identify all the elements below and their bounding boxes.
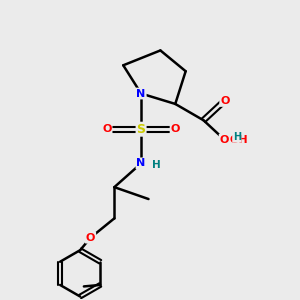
Text: N: N [136, 158, 146, 168]
Text: O: O [220, 96, 230, 106]
Text: O: O [102, 124, 112, 134]
Text: O: O [220, 135, 229, 145]
Text: S: S [136, 123, 146, 136]
Text: OH: OH [230, 135, 248, 145]
Text: H: H [233, 132, 241, 142]
Text: O: O [86, 233, 95, 243]
Text: N: N [136, 88, 146, 98]
Text: H: H [152, 160, 161, 170]
Text: O: O [171, 124, 180, 134]
